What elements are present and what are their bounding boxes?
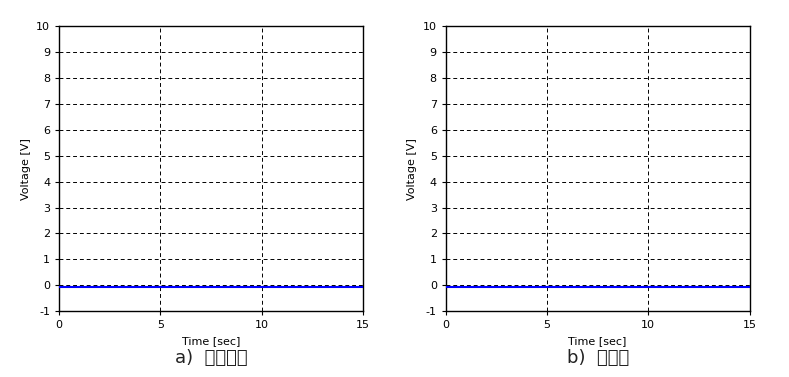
X-axis label: Time [sec]: Time [sec] [182,336,240,346]
Text: b)  동기반: b) 동기반 [567,349,629,367]
Y-axis label: Voltage [V]: Voltage [V] [407,138,417,200]
Y-axis label: Voltage [V]: Voltage [V] [21,138,31,200]
Text: a)  발전기반: a) 발전기반 [175,349,248,367]
X-axis label: Time [sec]: Time [sec] [569,336,626,346]
